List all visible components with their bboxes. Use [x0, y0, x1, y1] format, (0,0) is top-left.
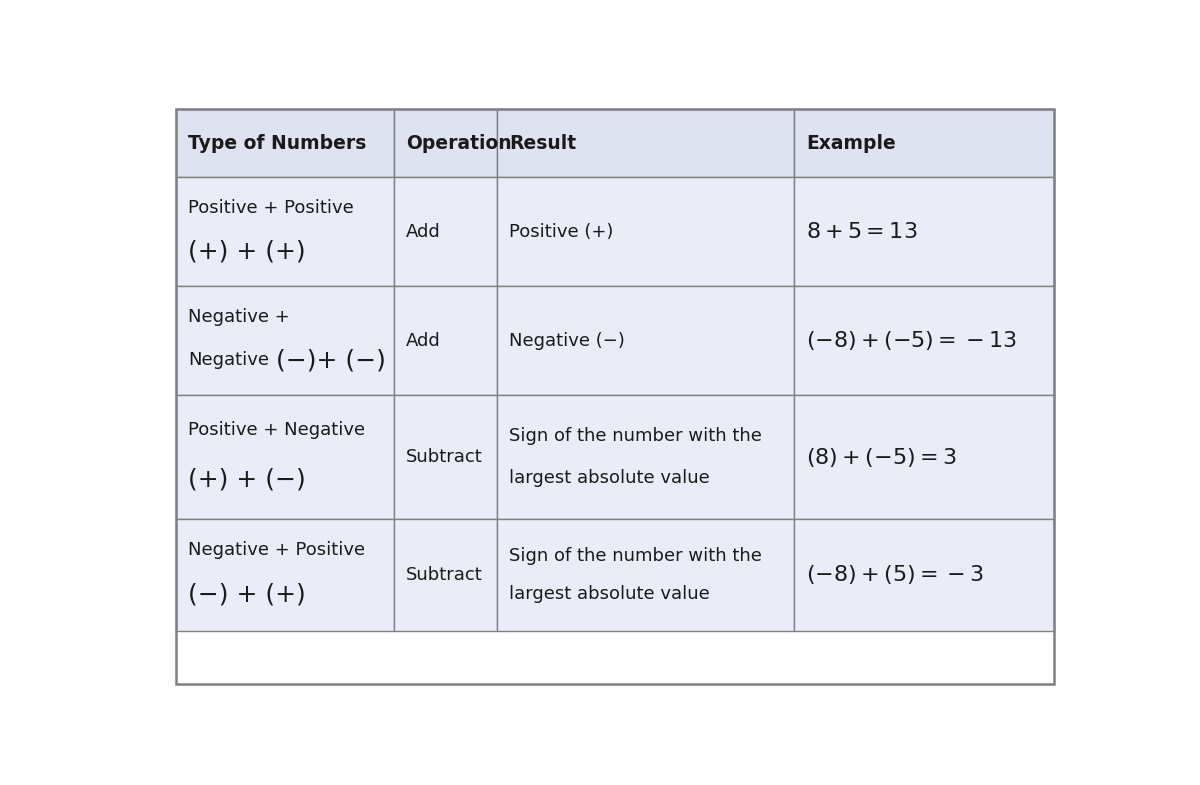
Text: Subtract: Subtract — [406, 566, 482, 584]
Text: Subtract: Subtract — [406, 448, 482, 466]
Text: $(-8) + (5) = -3$: $(-8) + (5) = -3$ — [806, 563, 984, 586]
Text: (+) + (+): (+) + (+) — [188, 239, 306, 263]
Text: (+) + (−): (+) + (−) — [188, 467, 306, 491]
Bar — [794, 396, 1054, 519]
Bar — [176, 519, 394, 630]
Bar — [394, 519, 497, 630]
Bar — [794, 287, 1054, 396]
Text: $8 + 5 = 13$: $8 + 5 = 13$ — [806, 221, 918, 242]
Text: Result: Result — [510, 133, 576, 153]
Bar — [176, 109, 394, 177]
Text: Add: Add — [406, 223, 440, 241]
Text: largest absolute value: largest absolute value — [510, 469, 710, 487]
Bar — [794, 109, 1054, 177]
Text: Sign of the number with the: Sign of the number with the — [510, 546, 762, 564]
Bar — [176, 177, 394, 287]
Text: Negative + Positive: Negative + Positive — [188, 541, 365, 559]
Text: Type of Numbers: Type of Numbers — [188, 133, 366, 153]
Text: (−)+ (−): (−)+ (−) — [276, 349, 386, 372]
Text: Example: Example — [806, 133, 896, 153]
Text: $(-8) + (-5) = -13$: $(-8) + (-5) = -13$ — [806, 329, 1016, 352]
Bar — [497, 287, 794, 396]
Bar — [794, 519, 1054, 630]
Bar — [394, 109, 497, 177]
Text: $(8) + (-5) = 3$: $(8) + (-5) = 3$ — [806, 446, 956, 469]
Bar — [176, 287, 394, 396]
Text: Positive (+): Positive (+) — [510, 223, 614, 241]
Bar — [394, 396, 497, 519]
Bar — [497, 177, 794, 287]
Text: Negative: Negative — [188, 352, 269, 370]
Bar — [394, 287, 497, 396]
Text: Add: Add — [406, 332, 440, 350]
Text: Negative (−): Negative (−) — [510, 332, 625, 350]
Bar — [497, 109, 794, 177]
Text: Positive + Positive: Positive + Positive — [188, 199, 354, 217]
Bar — [497, 396, 794, 519]
Text: Positive + Negative: Positive + Negative — [188, 421, 365, 439]
Bar — [394, 177, 497, 287]
Text: Sign of the number with the: Sign of the number with the — [510, 427, 762, 445]
Text: largest absolute value: largest absolute value — [510, 585, 710, 603]
Bar — [176, 396, 394, 519]
Text: Negative +: Negative + — [188, 308, 290, 326]
Bar — [497, 519, 794, 630]
Bar — [794, 177, 1054, 287]
Text: Operation: Operation — [406, 133, 511, 153]
Text: (−) + (+): (−) + (+) — [188, 583, 306, 607]
